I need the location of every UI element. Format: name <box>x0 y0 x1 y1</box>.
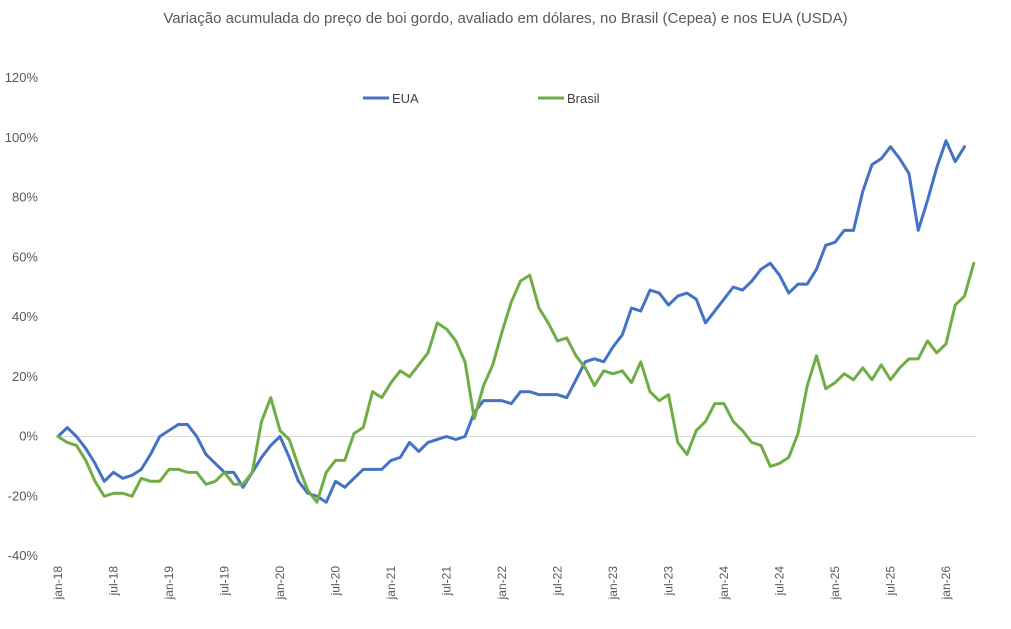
series-line-brasil <box>56 261 976 504</box>
series-layer <box>56 139 976 504</box>
x-tick-label: jan-25 <box>828 566 842 601</box>
legend: EUA Brasil <box>363 91 600 106</box>
y-axis: -40% -20% 0% 20% 40% 60% 80% 100% 120% <box>5 70 976 563</box>
x-tick-label: jan-21 <box>384 566 398 601</box>
x-tick-label: jul-25 <box>884 566 898 597</box>
y-tick-label: 100% <box>5 130 39 145</box>
y-tick-label: 40% <box>12 309 38 324</box>
series-line-eua <box>56 139 966 504</box>
x-tick-label: jan-26 <box>939 566 953 601</box>
y-tick-label: -40% <box>8 548 39 563</box>
y-tick-label: 120% <box>5 70 39 85</box>
x-tick-label: jul-20 <box>329 566 343 597</box>
x-tick-label: jul-21 <box>440 566 454 597</box>
x-tick-label: jul-23 <box>662 566 676 597</box>
legend-label-brasil: Brasil <box>567 91 600 106</box>
x-tick-label: jan-24 <box>717 566 731 601</box>
x-tick-label: jan-19 <box>162 566 176 601</box>
y-tick-label: 20% <box>12 369 38 384</box>
y-tick-label: 0% <box>19 429 38 444</box>
x-tick-label: jul-19 <box>218 566 232 597</box>
x-axis: jan-18 jul-18 jan-19 jul-19 jan-20 jul-20 jan-… <box>51 566 953 601</box>
y-tick-label: -20% <box>8 488 39 503</box>
x-tick-label: jan-18 <box>51 566 65 601</box>
x-tick-label: jul-22 <box>551 566 565 597</box>
legend-label-eua: EUA <box>392 91 419 106</box>
x-tick-label: jan-22 <box>495 566 509 601</box>
x-tick-label: jan-20 <box>273 566 287 601</box>
x-tick-label: jan-23 <box>606 566 620 601</box>
y-tick-label: 80% <box>12 190 38 205</box>
x-tick-label: jul-24 <box>773 566 787 597</box>
chart-title: Variação acumulada do preço de boi gordo… <box>163 10 848 27</box>
x-tick-label: jul-18 <box>107 566 121 597</box>
y-tick-label: 60% <box>12 249 38 264</box>
